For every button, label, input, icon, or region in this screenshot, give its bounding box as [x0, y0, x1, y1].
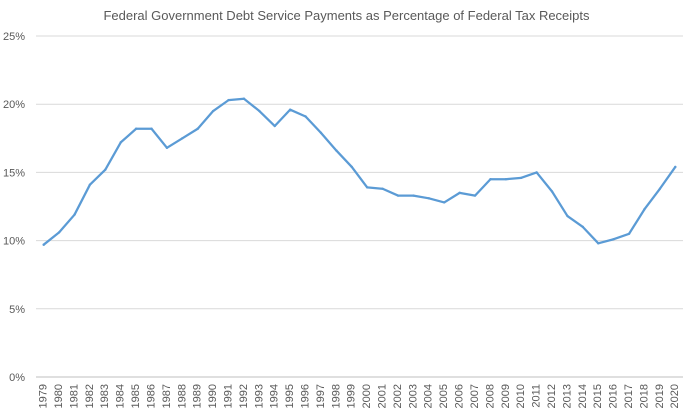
data-point — [504, 178, 508, 181]
x-tick-label: 2020 — [669, 384, 681, 408]
data-point — [150, 127, 153, 130]
x-tick-label: 2007 — [469, 384, 481, 408]
x-tick-label: 2004 — [423, 384, 435, 408]
y-tick-label: 0% — [9, 372, 25, 384]
y-tick-label: 15% — [3, 167, 25, 179]
x-tick-label: 1988 — [176, 384, 188, 408]
x-tick-label: 2015 — [592, 384, 604, 408]
x-tick-label: 1984 — [115, 384, 127, 408]
x-tick-label: 1993 — [253, 384, 265, 408]
x-tick-label: 1979 — [38, 384, 50, 408]
gridlines — [36, 35, 683, 378]
series-line — [42, 97, 677, 246]
x-tick-label: 2010 — [515, 384, 527, 408]
x-tick-label: 1990 — [207, 384, 219, 408]
data-point — [134, 127, 138, 130]
data-point — [612, 238, 615, 241]
data-point — [412, 194, 415, 197]
x-tick-label: 2012 — [546, 384, 558, 408]
x-tick-label: 2005 — [438, 384, 450, 408]
x-tick-label: 2016 — [608, 384, 620, 408]
data-point — [520, 176, 523, 180]
x-tick-label: 2019 — [654, 384, 666, 408]
data-point — [227, 98, 230, 102]
data-point — [104, 168, 107, 171]
data-point — [57, 231, 61, 234]
data-point — [381, 187, 384, 190]
x-tick-label: 1996 — [299, 384, 311, 408]
x-tick-label: 2003 — [407, 384, 419, 408]
data-point — [489, 178, 492, 181]
x-tick-label: 2011 — [531, 384, 543, 408]
x-tick-label: 1998 — [330, 384, 342, 408]
y-tick-label: 10% — [3, 236, 25, 248]
data-point — [165, 146, 169, 150]
y-tick-label: 20% — [3, 99, 25, 111]
x-tick-label: 2002 — [392, 384, 404, 408]
y-tick-label: 5% — [9, 304, 25, 316]
data-point — [181, 137, 184, 140]
data-point — [473, 194, 477, 197]
x-tick-label: 2017 — [623, 384, 635, 408]
data-point — [211, 109, 215, 113]
series-layer — [42, 97, 677, 246]
x-tick-label: 2008 — [484, 384, 496, 408]
x-tick-label: 1987 — [161, 384, 173, 408]
data-point — [319, 131, 323, 135]
x-tick-label: 2009 — [500, 384, 512, 408]
data-point — [366, 186, 369, 189]
x-tick-label: 1997 — [315, 384, 327, 408]
data-point — [674, 165, 677, 169]
data-point — [597, 242, 600, 245]
data-point — [335, 149, 338, 152]
x-axis-tick-labels: 1979 1980 1981 1982 1983 1984 1985 1986 1987 1988… — [38, 384, 682, 408]
x-tick-label: 2013 — [561, 384, 573, 408]
x-tick-label: 1981 — [68, 384, 80, 408]
chart-title: Federal Government Debt Service Payments… — [103, 8, 590, 23]
data-point — [658, 187, 662, 190]
data-point — [42, 243, 45, 246]
data-point — [258, 109, 261, 113]
data-point — [396, 194, 400, 197]
x-tick-label: 2014 — [577, 384, 589, 408]
data-point — [535, 171, 538, 174]
x-tick-label: 1982 — [84, 384, 96, 408]
x-tick-label: 1992 — [238, 384, 250, 408]
x-tick-label: 1983 — [99, 384, 111, 408]
x-tick-label: 2001 — [377, 384, 389, 408]
data-point — [73, 213, 76, 216]
data-point — [643, 208, 646, 211]
x-tick-label: 1994 — [269, 384, 281, 408]
data-point — [566, 214, 569, 218]
data-point — [550, 190, 554, 193]
y-axis-tick-labels: 0% 5% 10% 15% 20% 25% — [3, 31, 25, 384]
x-tick-label: 2000 — [361, 384, 373, 408]
data-point — [88, 183, 92, 186]
x-tick-label: 2006 — [454, 384, 466, 408]
data-point — [196, 127, 199, 130]
data-point — [458, 191, 461, 195]
data-point — [288, 108, 292, 111]
x-tick-label: 1980 — [53, 384, 65, 408]
data-point — [427, 197, 431, 200]
data-point — [242, 97, 246, 100]
data-point — [304, 115, 307, 118]
data-point — [627, 232, 631, 235]
data-point — [119, 141, 122, 144]
x-tick-label: 1989 — [192, 384, 204, 408]
data-point — [581, 225, 585, 229]
x-tick-label: 2018 — [638, 384, 650, 408]
data-point — [350, 165, 353, 169]
y-tick-label: 25% — [3, 31, 25, 43]
x-tick-label: 1991 — [222, 384, 234, 408]
x-tick-label: 1986 — [145, 384, 157, 408]
x-tick-label: 1995 — [284, 384, 296, 408]
x-tick-label: 1999 — [346, 384, 358, 408]
x-tick-label: 1985 — [130, 384, 142, 408]
data-point — [273, 124, 276, 128]
data-point — [443, 201, 446, 204]
